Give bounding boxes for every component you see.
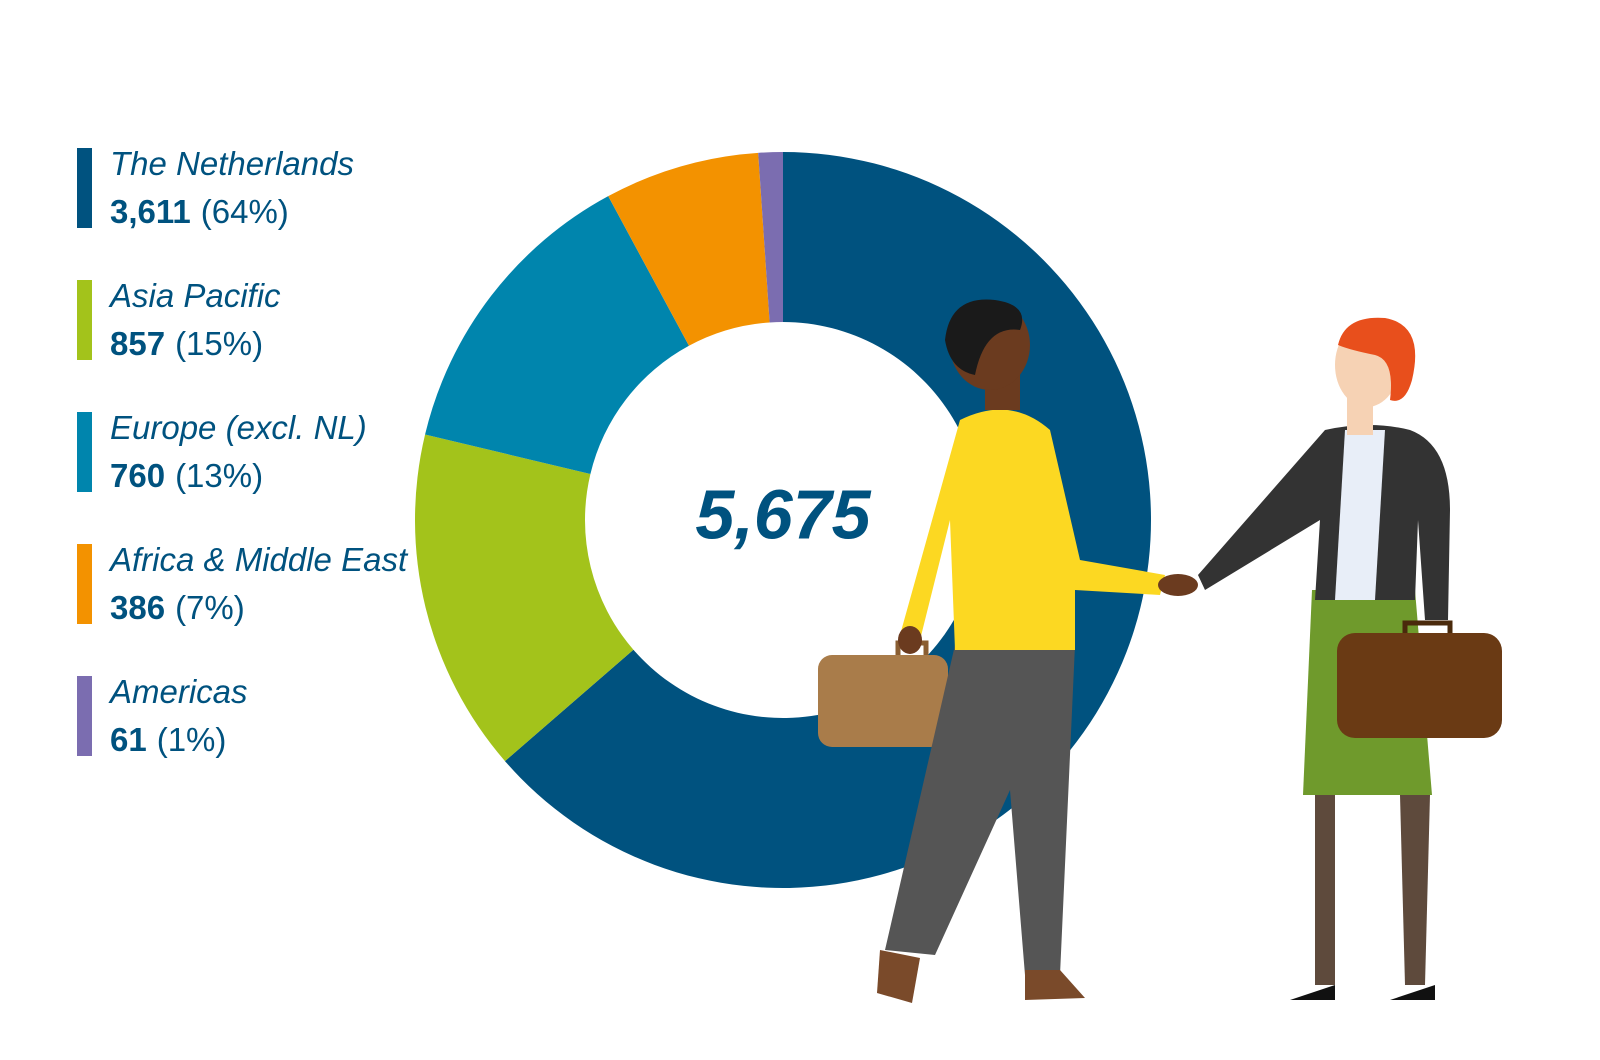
- legend-values: 760 (13%): [110, 452, 407, 500]
- legend-label: Americas: [110, 673, 248, 710]
- legend-swatch: [77, 280, 92, 360]
- legend-item: Africa & Middle East 386 (7%): [77, 536, 407, 632]
- slice: [415, 434, 634, 762]
- share-label: (7%): [175, 589, 245, 626]
- legend-swatch: [77, 412, 92, 492]
- share-label: (1%): [156, 721, 227, 758]
- total-label: 5,675: [695, 475, 871, 553]
- share-label: (13%): [175, 457, 264, 494]
- value-label: 760: [110, 457, 166, 494]
- legend: The Netherlands 3,611 (64%) Asia Pacific 857…: [77, 140, 407, 800]
- legend-item: The Netherlands 3,611 (64%): [77, 140, 407, 236]
- legend-label: Asia Pacific: [110, 277, 281, 314]
- legend-label: Europe (excl. NL): [110, 409, 367, 446]
- value-label: 3,611: [110, 193, 191, 230]
- share-label: (64%): [200, 193, 289, 230]
- legend-values: 3,611 (64%): [110, 188, 407, 236]
- legend-item: Americas 61 (1%): [77, 668, 407, 764]
- illustration: [818, 299, 1502, 1003]
- legend-values: 386 (7%): [110, 584, 407, 632]
- value-label: 857: [110, 325, 166, 362]
- value-label: 61: [110, 721, 147, 758]
- legend-swatch: [77, 676, 92, 756]
- value-label: 386: [110, 589, 166, 626]
- legend-values: 857 (15%): [110, 320, 407, 368]
- legend-label: Africa & Middle East: [110, 541, 408, 578]
- legend-swatch: [77, 544, 92, 624]
- slice: [758, 152, 783, 323]
- slice: [425, 196, 689, 475]
- slice: [608, 152, 770, 346]
- legend-label: The Netherlands: [110, 145, 354, 182]
- legend-values: 61 (1%): [110, 716, 407, 764]
- legend-item: Asia Pacific 857 (15%): [77, 272, 407, 368]
- legend-swatch: [77, 148, 92, 228]
- share-label: (15%): [175, 325, 264, 362]
- legend-item: Europe (excl. NL) 760 (13%): [77, 404, 407, 500]
